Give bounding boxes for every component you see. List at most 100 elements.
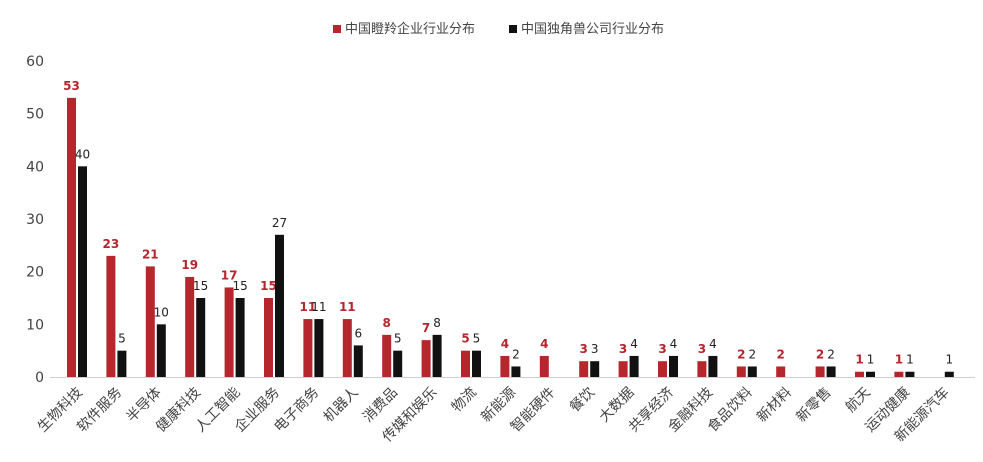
bar-gazelle	[382, 334, 392, 377]
data-label: 3	[698, 342, 706, 356]
bar-gazelle	[67, 97, 76, 377]
data-label: 4	[670, 337, 678, 351]
bar-unicorn	[117, 350, 127, 377]
data-label: 2	[816, 347, 824, 361]
bar-gazelle	[697, 361, 707, 377]
data-label: 2	[748, 347, 756, 361]
data-label: 40	[75, 147, 90, 161]
y-tick-label: 40	[26, 159, 44, 175]
bar-unicorn	[235, 298, 245, 377]
bar-unicorn	[393, 350, 403, 377]
bar-unicorn	[629, 355, 639, 377]
bar-unicorn	[196, 298, 206, 377]
bar-gazelle	[776, 366, 786, 377]
y-tick-label: 30	[26, 212, 44, 228]
y-tick-label: 0	[35, 370, 44, 386]
bar-gazelle	[855, 371, 864, 377]
data-label: 17	[221, 268, 238, 282]
data-label: 3	[591, 342, 599, 356]
data-label: 4	[630, 337, 638, 351]
y-tick-label: 50	[26, 107, 44, 123]
x-category-label: 新材料	[754, 385, 795, 426]
data-label: 1	[945, 353, 953, 367]
data-label: 6	[354, 326, 362, 340]
bar-unicorn	[275, 234, 284, 377]
legend-swatch-1	[333, 25, 341, 33]
bar-unicorn	[472, 350, 481, 377]
data-label: 11	[300, 300, 317, 314]
data-label: 15	[260, 279, 277, 293]
bar-gazelle	[500, 355, 510, 377]
data-label: 4	[501, 337, 509, 351]
data-label: 3	[619, 342, 627, 356]
data-label: 5	[461, 332, 469, 346]
bar-gazelle	[342, 319, 352, 377]
legend-label-1: 中国瞪羚企业行业分布	[345, 21, 475, 37]
bar-unicorn	[590, 361, 600, 377]
bar-gazelle	[106, 255, 116, 377]
data-label: 15	[232, 279, 247, 293]
data-label: 5	[394, 332, 402, 346]
bar-gazelle	[303, 319, 313, 377]
data-label: 2	[827, 347, 835, 361]
data-label: 7	[422, 321, 430, 335]
bar-unicorn	[78, 166, 87, 377]
data-label: 2	[777, 347, 785, 361]
data-label: 11	[311, 300, 326, 314]
bar-unicorn	[156, 324, 166, 377]
x-category-label: 餐饮	[567, 385, 598, 416]
bar-gazelle	[145, 266, 155, 377]
data-label: 1	[867, 353, 875, 367]
y-tick-label: 10	[26, 317, 44, 333]
data-label: 3	[580, 342, 588, 356]
y-tick-label: 60	[26, 54, 44, 70]
bar-unicorn	[353, 345, 363, 377]
data-label: 5	[118, 332, 126, 346]
data-label: 2	[737, 347, 745, 361]
data-label: 8	[383, 316, 391, 330]
bar-gazelle	[264, 298, 273, 377]
bar-unicorn	[669, 355, 678, 377]
data-label: 10	[154, 305, 169, 319]
bar-gazelle	[894, 371, 904, 377]
data-label: 15	[193, 279, 208, 293]
bar-gazelle	[815, 366, 825, 377]
bar-gazelle	[461, 350, 470, 377]
data-label: 53	[63, 79, 80, 93]
data-label: 3	[658, 342, 666, 356]
data-label: 11	[339, 300, 356, 314]
data-label: 2	[512, 347, 520, 361]
y-axis: 0 10 20 30 40 50 60	[26, 54, 44, 386]
bar-unicorn	[905, 371, 915, 377]
data-label: 27	[272, 216, 287, 230]
legend: 中国瞪羚企业行业分布 中国独角兽公司行业分布	[333, 21, 664, 37]
bar-gazelle	[618, 361, 628, 377]
data-label: 8	[433, 316, 441, 330]
x-category-label: 航天	[843, 385, 874, 416]
bar-unicorn	[314, 319, 324, 377]
data-label: 1	[906, 353, 914, 367]
bar-gazelle	[185, 276, 195, 377]
bar-gazelle	[224, 287, 234, 377]
bar-unicorn	[747, 366, 757, 377]
x-category-label: 机器人	[321, 385, 362, 426]
x-category-label: 新零售	[793, 385, 834, 426]
legend-swatch-2	[509, 25, 517, 33]
bar-gazelle	[421, 340, 431, 377]
bar-gazelle	[579, 361, 589, 377]
data-label: 4	[540, 337, 548, 351]
bar-unicorn	[866, 371, 875, 377]
data-label: 4	[709, 337, 717, 351]
bar-gazelle	[736, 366, 746, 377]
bar-unicorn	[708, 355, 718, 377]
bar-unicorn	[826, 366, 836, 377]
data-label: 1	[855, 353, 863, 367]
data-label: 21	[142, 247, 159, 261]
bar-gazelle	[658, 361, 667, 377]
bar-unicorn	[511, 366, 521, 377]
legend-label-2: 中国独角兽公司行业分布	[521, 22, 664, 37]
bar-gazelle	[539, 355, 549, 377]
